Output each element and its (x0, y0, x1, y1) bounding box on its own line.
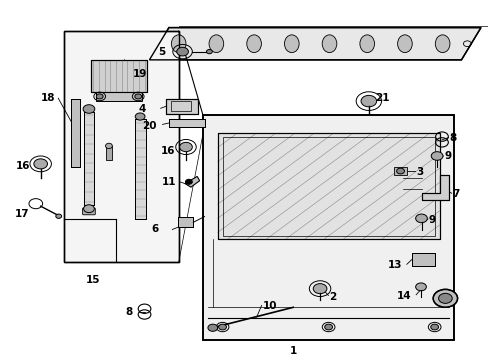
Text: 17: 17 (14, 209, 29, 219)
Text: 4: 4 (138, 104, 145, 114)
Circle shape (179, 142, 192, 152)
Circle shape (218, 324, 226, 330)
Text: 9: 9 (444, 151, 450, 161)
Bar (171, 102, 190, 111)
Circle shape (135, 94, 142, 99)
Circle shape (415, 283, 426, 291)
Text: 13: 13 (386, 260, 401, 270)
Bar (177, 217, 193, 227)
Bar (203, 116, 453, 339)
Circle shape (313, 284, 326, 294)
Bar (393, 167, 407, 175)
Polygon shape (422, 175, 448, 200)
Bar (91, 60, 147, 92)
Text: 21: 21 (374, 93, 388, 103)
Ellipse shape (397, 35, 411, 53)
Bar (64, 31, 178, 262)
Ellipse shape (434, 35, 449, 53)
Bar (166, 99, 198, 114)
Text: 1: 1 (289, 346, 296, 356)
Text: 5: 5 (158, 46, 165, 57)
Ellipse shape (246, 35, 261, 53)
Ellipse shape (171, 35, 185, 53)
Polygon shape (184, 176, 199, 187)
Bar (83, 112, 94, 205)
Text: 12: 12 (436, 297, 451, 307)
Text: 9: 9 (427, 215, 434, 225)
Text: 16: 16 (160, 145, 175, 156)
Bar (105, 146, 112, 160)
Circle shape (432, 289, 457, 307)
Text: 15: 15 (86, 275, 101, 285)
Bar (96, 92, 142, 101)
Polygon shape (149, 28, 480, 60)
Circle shape (56, 214, 61, 219)
Text: 3: 3 (415, 167, 423, 177)
Circle shape (415, 214, 427, 223)
Text: 11: 11 (161, 177, 176, 187)
Circle shape (207, 324, 217, 331)
Bar (411, 253, 434, 266)
Bar (91, 60, 147, 92)
Circle shape (34, 159, 47, 169)
Bar (217, 134, 439, 239)
Bar (135, 119, 145, 220)
Ellipse shape (105, 143, 112, 149)
Bar (203, 116, 453, 339)
Text: 7: 7 (452, 189, 459, 199)
Circle shape (185, 179, 192, 184)
Circle shape (438, 293, 451, 303)
Circle shape (176, 47, 188, 56)
Bar (71, 99, 80, 167)
Bar (217, 134, 439, 239)
Ellipse shape (209, 35, 223, 53)
Circle shape (430, 152, 442, 160)
Bar (83, 112, 94, 205)
Circle shape (83, 105, 95, 113)
Text: 8: 8 (448, 133, 456, 143)
Bar (177, 217, 193, 227)
Bar (166, 99, 198, 114)
Text: 8: 8 (125, 307, 132, 317)
Circle shape (360, 95, 376, 107)
Circle shape (430, 324, 438, 330)
Text: 18: 18 (41, 93, 55, 103)
Text: 6: 6 (151, 224, 158, 234)
Circle shape (206, 49, 212, 54)
Text: 19: 19 (132, 69, 146, 79)
Circle shape (324, 324, 332, 330)
FancyBboxPatch shape (82, 208, 95, 215)
Bar (135, 119, 145, 220)
Bar (222, 137, 434, 235)
Ellipse shape (322, 35, 336, 53)
Bar (411, 253, 434, 266)
Ellipse shape (284, 35, 299, 53)
Text: 14: 14 (396, 291, 410, 301)
Bar (168, 119, 205, 127)
Bar (168, 119, 205, 127)
Text: 16: 16 (16, 161, 31, 171)
Circle shape (396, 168, 404, 174)
Text: 10: 10 (262, 301, 277, 311)
Ellipse shape (359, 35, 374, 53)
Bar (64, 31, 178, 262)
Text: 20: 20 (142, 121, 156, 131)
Circle shape (135, 113, 145, 120)
Circle shape (83, 205, 94, 213)
Circle shape (96, 94, 103, 99)
Bar (71, 99, 80, 167)
Text: 2: 2 (329, 292, 336, 302)
